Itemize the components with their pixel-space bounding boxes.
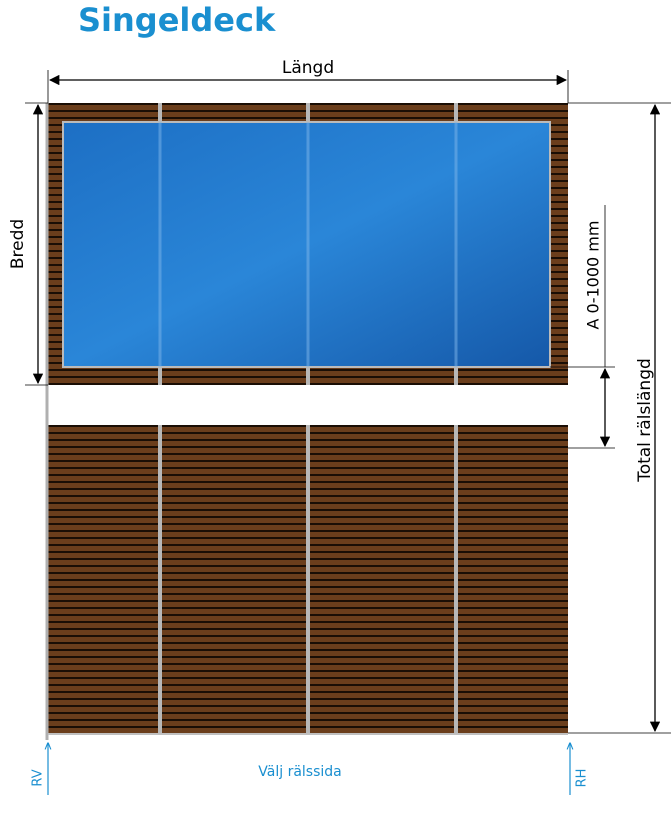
width-label: Bredd — [8, 219, 28, 269]
rh-option[interactable]: RH — [575, 769, 590, 788]
total-label: Total rälslängd — [635, 358, 655, 483]
choose-side: Välj rälssida — [258, 764, 341, 780]
title: Singeldeck — [78, 1, 276, 39]
gap-label: A 0-1000 mm — [584, 221, 603, 330]
length-label: Längd — [282, 58, 334, 78]
pool-rails — [158, 122, 458, 367]
rv-option[interactable]: RV — [31, 769, 46, 786]
